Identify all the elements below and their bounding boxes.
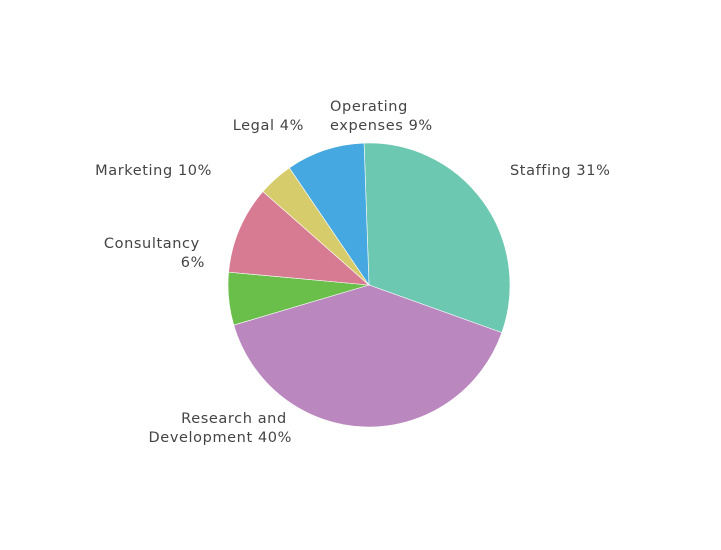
slice-staffing bbox=[363, 142, 511, 334]
label-operating-line-2: expenses 9% bbox=[330, 118, 433, 134]
slice-operating-expenses bbox=[288, 142, 370, 287]
label-operating-line-1: Operating bbox=[330, 99, 408, 115]
label-staffing: Staffing 31% bbox=[510, 163, 610, 179]
label-research-development: Research and Development 40% bbox=[149, 411, 292, 446]
label-staffing-line-1: Staffing 31% bbox=[510, 163, 610, 179]
label-research-line-1: Research and bbox=[181, 411, 287, 427]
label-marketing-line-1: Marketing 10% bbox=[95, 163, 212, 179]
label-consultancy-line-1: Consultancy bbox=[104, 236, 200, 252]
slice-research-and-development bbox=[233, 284, 503, 428]
pie-slices bbox=[227, 142, 511, 428]
label-research-line-2: Development 40% bbox=[149, 430, 292, 446]
label-operating-expenses: Operating expenses 9% bbox=[330, 99, 433, 134]
slice-marketing bbox=[228, 191, 370, 286]
label-consultancy-line-2: 6% bbox=[181, 255, 205, 271]
label-legal: Legal 4% bbox=[233, 118, 304, 134]
label-legal-line-1: Legal 4% bbox=[233, 118, 304, 134]
label-consultancy: Consultancy 6% bbox=[104, 236, 205, 271]
label-marketing: Marketing 10% bbox=[95, 163, 212, 179]
